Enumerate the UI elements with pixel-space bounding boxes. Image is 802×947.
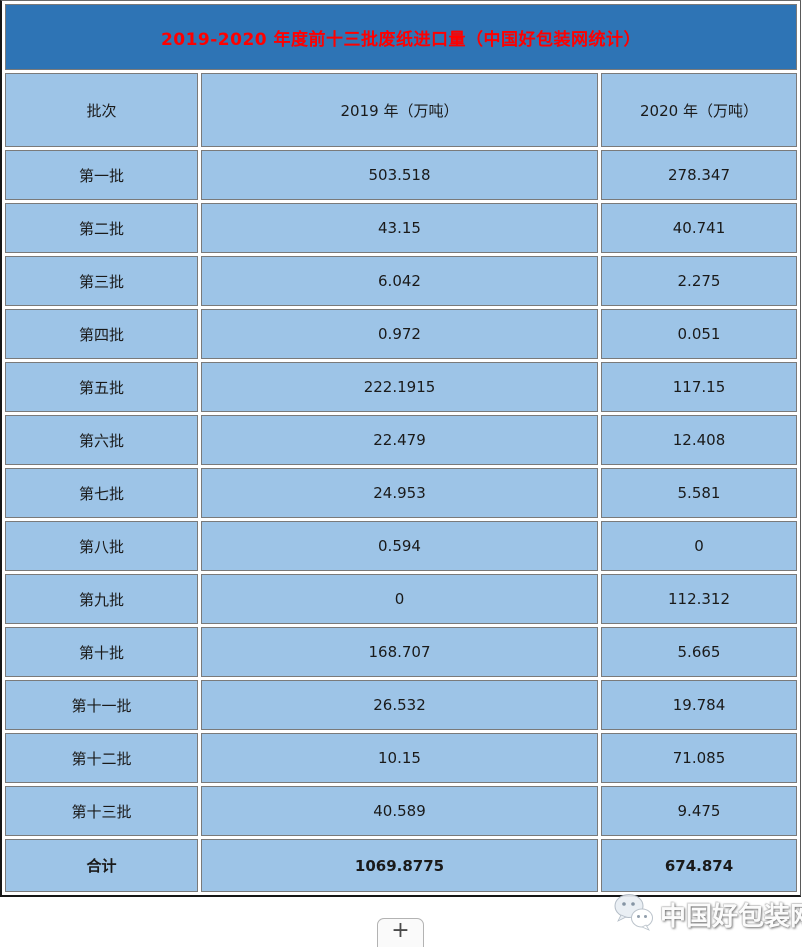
table-header-row: 批次 2019 年（万吨） 2020 年（万吨）	[5, 73, 797, 147]
batch-cell: 第五批	[5, 362, 198, 412]
add-button[interactable]: +	[377, 918, 424, 947]
value-2019-cell: 168.707	[201, 627, 598, 677]
value-2020-cell: 12.408	[601, 415, 797, 465]
col-header-2019: 2019 年（万吨）	[201, 73, 598, 147]
value-2019-cell: 6.042	[201, 256, 598, 306]
batch-cell: 第一批	[5, 150, 198, 200]
value-2020-cell: 40.741	[601, 203, 797, 253]
table-row: 第四批 0.972 0.051	[5, 309, 797, 359]
value-2019-cell: 0.594	[201, 521, 598, 571]
value-2019-cell: 503.518	[201, 150, 598, 200]
value-2020-cell: 9.475	[601, 786, 797, 836]
batch-cell: 第十三批	[5, 786, 198, 836]
table-row: 第三批 6.042 2.275	[5, 256, 797, 306]
table-row: 第八批 0.594 0	[5, 521, 797, 571]
table-row: 第六批 22.479 12.408	[5, 415, 797, 465]
batch-cell: 第二批	[5, 203, 198, 253]
value-2020-cell: 278.347	[601, 150, 797, 200]
table-row: 第十三批 40.589 9.475	[5, 786, 797, 836]
value-2020-cell: 5.665	[601, 627, 797, 677]
batch-cell: 第八批	[5, 521, 198, 571]
value-2019-cell: 26.532	[201, 680, 598, 730]
batch-cell: 第十一批	[5, 680, 198, 730]
value-2019-cell: 24.953	[201, 468, 598, 518]
value-2019-cell: 10.15	[201, 733, 598, 783]
table-row: 第十一批 26.532 19.784	[5, 680, 797, 730]
plus-icon: +	[391, 918, 410, 943]
value-2019-cell: 40.589	[201, 786, 598, 836]
batch-cell: 第十批	[5, 627, 198, 677]
batch-cell: 第三批	[5, 256, 198, 306]
value-2020-cell: 5.581	[601, 468, 797, 518]
batch-cell: 第四批	[5, 309, 198, 359]
table-row: 第十二批 10.15 71.085	[5, 733, 797, 783]
batch-cell: 第六批	[5, 415, 198, 465]
value-2019-cell: 22.479	[201, 415, 598, 465]
watermark: 中国好包装网	[612, 893, 802, 935]
table-row: 第二批 43.15 40.741	[5, 203, 797, 253]
import-table: 2019-2020 年度前十三批废纸进口量（中国好包装网统计） 批次 2019 …	[0, 0, 801, 897]
value-2020-cell: 2.275	[601, 256, 797, 306]
wechat-icon	[612, 893, 656, 935]
value-2020-cell: 71.085	[601, 733, 797, 783]
total-label-cell: 合计	[5, 839, 198, 892]
table-row: 第十批 168.707 5.665	[5, 627, 797, 677]
value-2020-cell: 19.784	[601, 680, 797, 730]
table-row: 第五批 222.1915 117.15	[5, 362, 797, 412]
table-row: 第一批 503.518 278.347	[5, 150, 797, 200]
value-2020-cell: 0	[601, 521, 797, 571]
batch-cell: 第九批	[5, 574, 198, 624]
col-header-batch: 批次	[5, 73, 198, 147]
total-2020-cell: 674.874	[601, 839, 797, 892]
value-2019-cell: 0	[201, 574, 598, 624]
watermark-label: 中国好包装网	[660, 901, 802, 932]
value-2020-cell: 117.15	[601, 362, 797, 412]
value-2019-cell: 0.972	[201, 309, 598, 359]
col-header-2020: 2020 年（万吨）	[601, 73, 797, 147]
total-2019-cell: 1069.8775	[201, 839, 598, 892]
value-2020-cell: 0.051	[601, 309, 797, 359]
table-row: 第九批 0 112.312	[5, 574, 797, 624]
value-2019-cell: 222.1915	[201, 362, 598, 412]
table-title-row: 2019-2020 年度前十三批废纸进口量（中国好包装网统计）	[5, 4, 797, 70]
table-total-row: 合计 1069.8775 674.874	[5, 839, 797, 892]
table-title: 2019-2020 年度前十三批废纸进口量（中国好包装网统计）	[5, 4, 797, 70]
batch-cell: 第七批	[5, 468, 198, 518]
value-2020-cell: 112.312	[601, 574, 797, 624]
batch-cell: 第十二批	[5, 733, 198, 783]
value-2019-cell: 43.15	[201, 203, 598, 253]
table-row: 第七批 24.953 5.581	[5, 468, 797, 518]
